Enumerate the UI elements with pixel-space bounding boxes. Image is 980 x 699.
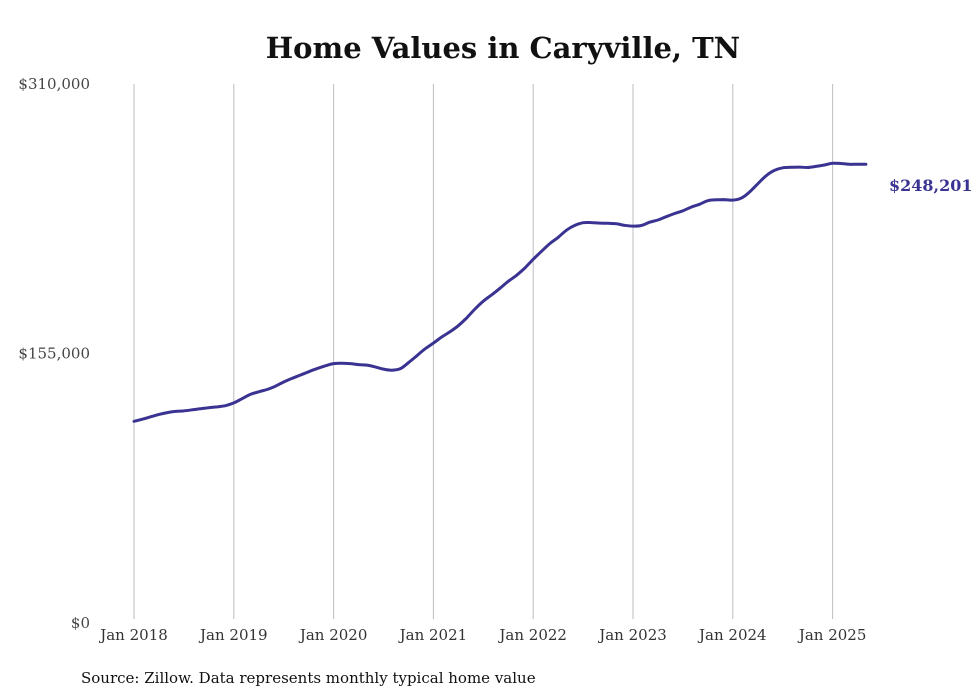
- x-tick-label: Jan 2020: [298, 626, 368, 644]
- x-tick-label: Jan 2019: [198, 626, 268, 644]
- chart-title: Home Values in Caryville, TN: [266, 31, 740, 65]
- gridlines: [133, 84, 834, 619]
- last-value-label: $248,201: [889, 176, 973, 195]
- x-tick-label: Jan 2021: [398, 626, 468, 644]
- source-note: Source: Zillow. Data represents monthly …: [81, 669, 536, 687]
- x-tick-label: Jan 2025: [797, 626, 867, 644]
- x-tick-label: Jan 2022: [497, 626, 567, 644]
- x-tick-label: Jan 2023: [597, 626, 667, 644]
- y-tick-label: $310,000: [18, 75, 90, 93]
- series-layer: [132, 161, 868, 423]
- series-line: [132, 161, 868, 423]
- x-axis-ticks: Jan 2018 Jan 2019 Jan 2020 Jan 2021 Jan 2022…: [98, 626, 866, 644]
- x-tick-label: Jan 2018: [98, 626, 168, 644]
- x-tick-label: Jan 2024: [697, 626, 767, 644]
- y-tick-label: $155,000: [18, 345, 90, 363]
- y-tick-label: $0: [71, 614, 90, 632]
- y-axis-ticks: $0 $155,000 $310,000: [18, 75, 90, 632]
